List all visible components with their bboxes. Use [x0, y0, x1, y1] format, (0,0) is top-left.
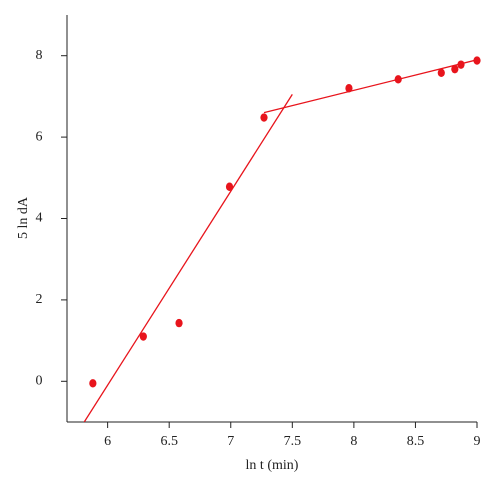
x-tick-label: 9	[474, 434, 481, 449]
data-point	[437, 68, 445, 77]
fit-line	[263, 59, 477, 114]
y-tick-label: 6	[36, 129, 43, 144]
data-point	[89, 379, 97, 388]
x-tick-label: 7	[227, 434, 234, 449]
x-tick-label: 6.5	[160, 434, 178, 449]
data-point	[345, 84, 353, 93]
data-point	[473, 56, 481, 65]
x-tick-label: 6	[104, 434, 111, 449]
y-tick-label: 4	[36, 211, 43, 226]
data-point	[139, 332, 147, 341]
x-tick-label: 8	[350, 434, 357, 449]
data-point	[175, 318, 183, 328]
data-point	[394, 75, 402, 84]
data-point	[457, 60, 465, 69]
y-tick-label: 0	[36, 374, 43, 389]
y-tick-label: 8	[36, 48, 43, 63]
data-point	[260, 113, 268, 122]
fit-line	[83, 94, 293, 422]
data-point	[451, 64, 459, 74]
y-tick-label: 2	[36, 292, 43, 307]
x-axis-label: ln t (min)	[246, 458, 299, 473]
x-tick-label: 8.5	[407, 434, 425, 449]
y-axis-label: 5 ln dA	[16, 196, 31, 239]
data-point	[225, 182, 234, 191]
x-tick-label: 7.5	[284, 434, 302, 449]
